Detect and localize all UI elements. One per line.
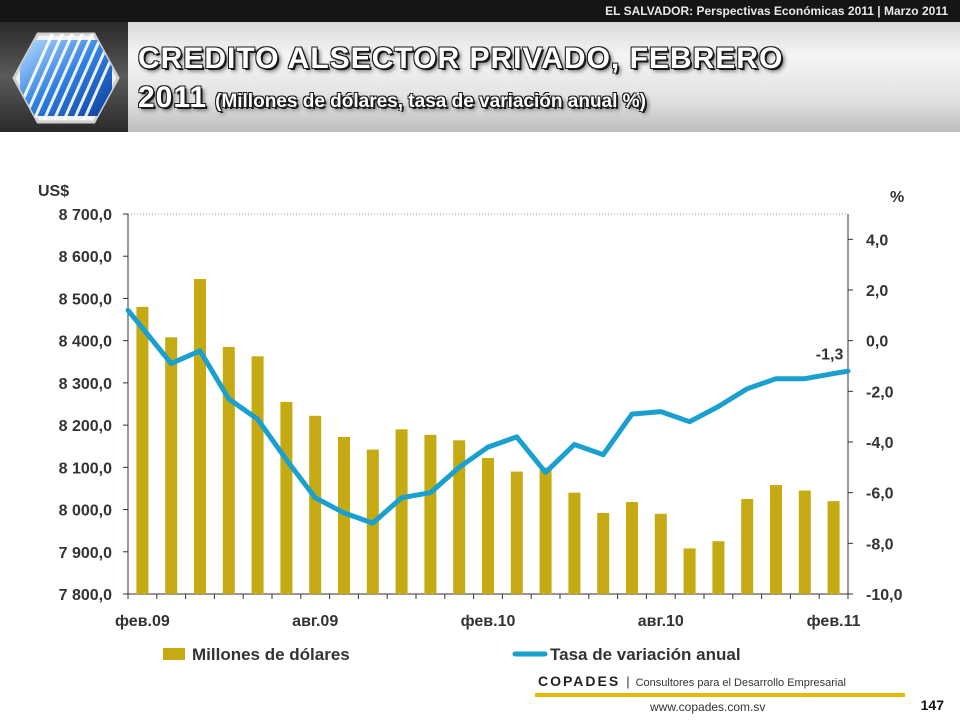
bar — [136, 306, 149, 594]
right-axis-unit-label: % — [890, 189, 904, 206]
bar — [194, 279, 206, 594]
page-number: 147 — [920, 697, 944, 713]
bar — [539, 467, 552, 594]
top-strip: EL SALVADOR: Perspectivas Económicas 201… — [0, 0, 960, 22]
left-tick-label: 8 300,0 — [59, 376, 112, 393]
series-line-tasa — [125, 307, 851, 526]
right-tick-label: -2,0 — [866, 384, 894, 401]
footer-brand: COPADES | Consultores para el Desarrollo E… — [538, 673, 846, 689]
bar — [827, 501, 840, 594]
legend-label-bars: Millones de dólares — [192, 645, 350, 664]
left-tick-label: 8 000,0 — [59, 503, 112, 520]
bar — [280, 401, 293, 594]
right-tick-label: 4,0 — [866, 232, 888, 249]
title-main: CREDITO ALSECTOR PRIVADO, FEBRERO 2011 — [138, 42, 784, 114]
title-banner — [0, 22, 960, 132]
bar — [654, 513, 667, 594]
bar — [453, 440, 466, 594]
left-tick-label: 8 200,0 — [59, 418, 112, 435]
bar — [482, 458, 494, 594]
left-tick-label: 7 800,0 — [59, 587, 112, 604]
footer-tagline: Consultores para el Desarrollo Empresari… — [635, 677, 846, 689]
x-tick-label: фев.11 — [807, 613, 861, 630]
bar — [683, 548, 696, 594]
footer-separator: | — [626, 674, 630, 689]
left-tick-label: 8 600,0 — [59, 249, 112, 266]
left-tick-label: 7 900,0 — [59, 545, 112, 562]
right-tick-label: -6,0 — [866, 486, 894, 503]
bar — [712, 541, 725, 594]
bar — [251, 356, 264, 594]
bar — [798, 490, 811, 594]
x-tick-label: авг.10 — [638, 613, 684, 630]
footer-brand-name: COPADES — [538, 673, 621, 689]
x-tick-label: фев.09 — [115, 613, 170, 630]
left-tick-label: 8 100,0 — [59, 460, 112, 477]
legend-bar-swatch — [163, 648, 185, 660]
bar — [424, 434, 437, 594]
bar — [165, 337, 178, 594]
bar — [395, 429, 408, 594]
left-axis-unit-label: US$ — [38, 183, 69, 200]
x-tick-label: фев.10 — [461, 613, 516, 630]
last-value-annotation: -1,3 — [816, 347, 844, 364]
legend-label-line: Tasa de variación anual — [550, 645, 741, 664]
title-subtitle: (Millones de dólares, tasa de variación … — [215, 91, 646, 112]
right-tick-label: 2,0 — [866, 283, 888, 300]
bar — [741, 499, 754, 594]
bar — [597, 512, 610, 594]
bar — [510, 471, 523, 594]
report-title: EL SALVADOR: Perspectivas Económicas 201… — [605, 4, 948, 18]
footer-divider — [535, 693, 905, 697]
slide-title: CREDITO ALSECTOR PRIVADO, FEBRERO 2011 (M… — [138, 42, 948, 120]
footer-url: www.copades.com.sv — [650, 700, 766, 714]
x-tick-label: авг.09 — [292, 613, 338, 630]
right-tick-label: -10,0 — [866, 587, 903, 604]
left-tick-label: 8 400,0 — [59, 334, 112, 351]
right-tick-label: 0,0 — [866, 334, 888, 351]
credit-chart: 8 700,0 8 600,0 8 500,0 8 400,0 8 300,0 8 200… — [38, 183, 904, 664]
copades-logo-icon — [12, 32, 120, 124]
bar — [222, 347, 235, 594]
left-tick-label: 8 500,0 — [59, 291, 112, 308]
right-tick-label: -8,0 — [866, 536, 894, 553]
bar — [568, 492, 581, 594]
right-tick-label: -4,0 — [866, 435, 894, 452]
bar — [770, 485, 782, 594]
bar — [626, 501, 638, 594]
bar — [309, 415, 322, 594]
left-tick-label: 8 700,0 — [59, 207, 112, 224]
